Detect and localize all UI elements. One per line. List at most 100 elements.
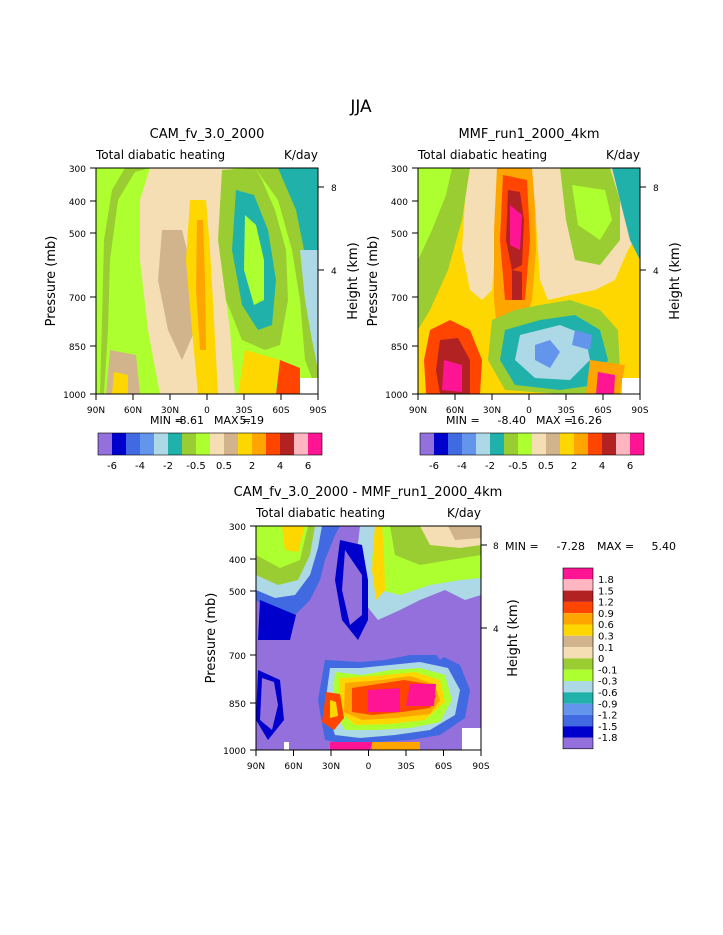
y-tick-label: 850 <box>229 700 246 710</box>
page-title: JJA <box>349 97 372 117</box>
colorbar-swatch <box>308 433 322 455</box>
colorbar-swatch <box>238 433 252 455</box>
contour-band <box>342 550 362 625</box>
panel-title: CAM_fv_3.0_2000 - MMF_run1_2000_4km <box>234 485 503 500</box>
x-tick-label: 90N <box>87 406 105 416</box>
x-tick-label: 30N <box>322 762 340 772</box>
x-tick-label: 60S <box>272 406 289 416</box>
panel-cam: CAM_fv_3.0_2000 Total diabatic heating K… <box>44 127 361 472</box>
min-value: -7.28 <box>557 540 585 553</box>
colorbar-swatch <box>588 433 602 455</box>
colorbar: -6 -4 -2 -0.5 0.5 2 4 6 <box>97 432 323 472</box>
y-axis-label: Pressure (mb) <box>366 236 381 327</box>
contour-band <box>96 168 150 394</box>
y-tick-label: 1000 <box>223 747 246 757</box>
max-value: 5.40 <box>652 540 677 553</box>
panel-subtitle-right: K/day <box>447 506 481 520</box>
y-tick-label: 300 <box>391 165 408 175</box>
colorbar: -6 -4 -2 -0.5 0.5 2 4 6 <box>419 432 645 472</box>
contour-band <box>258 600 296 640</box>
panel-subtitle-left: Total diabatic heating <box>95 148 225 162</box>
colorbar-swatch <box>476 433 490 455</box>
colorbar-swatch <box>98 433 112 455</box>
min-value: -8.61 <box>176 414 204 427</box>
colorbar-label: -6 <box>429 461 439 472</box>
contour-band <box>372 742 420 750</box>
colorbar-swatch <box>563 613 593 625</box>
contour-band <box>330 742 372 750</box>
y-tick-label: 850 <box>391 343 408 353</box>
contour-band <box>368 688 400 712</box>
colorbar-label: -4 <box>457 461 467 472</box>
colorbar-label: 0.3 <box>598 632 614 643</box>
y-axis-right-label: Height (km) <box>346 242 361 319</box>
y-tick-label: 1000 <box>63 391 86 401</box>
colorbar-swatch <box>563 579 593 591</box>
colorbar-label: -1.5 <box>598 722 618 733</box>
colorbar-swatch <box>563 714 593 727</box>
colorbar-swatch <box>266 433 280 455</box>
colorbar-label: 2 <box>571 461 577 472</box>
contour-band <box>448 526 481 540</box>
contour-band <box>462 168 497 300</box>
panel-title: MMF_run1_2000_4km <box>458 127 599 142</box>
panel-diff: CAM_fv_3.0_2000 - MMF_run1_2000_4km Tota… <box>204 485 676 772</box>
colorbar-label: -2 <box>485 461 495 472</box>
x-tick-label: 90S <box>309 406 326 416</box>
x-tick-label: 90S <box>631 406 648 416</box>
colorbar-label: 0 <box>598 654 604 665</box>
contour-band <box>330 700 338 718</box>
contour-band <box>96 168 125 394</box>
max-label: MAX = <box>214 414 251 427</box>
colorbar-label: -4 <box>135 461 145 472</box>
max-label: MAX = <box>597 540 634 553</box>
contour-band <box>596 372 615 394</box>
y-axis-right: 8 4 Height (km) <box>481 542 521 677</box>
colorbar-label: -1.8 <box>598 733 618 744</box>
colorbar-label: 0.5 <box>216 461 232 472</box>
colorbar-swatch <box>563 726 593 738</box>
colorbar-label: -1.2 <box>598 711 618 722</box>
y-tick-label: 400 <box>229 556 246 566</box>
y-right-tick-label: 8 <box>331 184 337 194</box>
colorbar-label: 1.2 <box>598 598 614 609</box>
colorbar-swatch <box>563 590 593 602</box>
colorbar-swatch <box>168 433 182 455</box>
contour-band <box>278 168 318 360</box>
colorbar-swatch <box>140 433 154 455</box>
colorbar-swatch <box>490 433 504 455</box>
contour-field <box>96 168 318 394</box>
y-axis-right: 8 4 Height (km) <box>640 184 683 320</box>
y-axis-label: Pressure (mb) <box>204 593 219 684</box>
max-value: 16.26 <box>571 414 603 427</box>
y-tick-label: 1000 <box>385 391 408 401</box>
y-axis-right-label: Height (km) <box>506 599 521 676</box>
contour-band <box>510 205 522 250</box>
colorbar-swatch <box>563 669 593 681</box>
contour-missing <box>622 378 640 394</box>
contour-band <box>512 270 522 300</box>
colorbar-label: -0.1 <box>598 665 618 676</box>
contour-band <box>196 220 206 350</box>
colorbar: 1.8 1.5 1.2 0.9 0.6 0.3 0.1 0 -0.1 -0.3 … <box>562 567 618 750</box>
x-axis: 90N 60N 30N 0 30S 60S 90S <box>87 394 327 416</box>
colorbar-label: 2 <box>249 461 255 472</box>
contour-field <box>256 526 481 750</box>
y-tick-label: 700 <box>69 294 86 304</box>
colorbar-swatch <box>518 433 532 455</box>
colorbar-label: 0.1 <box>598 643 614 654</box>
colorbar-swatch <box>563 692 593 704</box>
y-axis: 300 400 500 700 850 1000 Pressure (mb) <box>366 165 418 401</box>
colorbar-swatch <box>563 647 593 659</box>
contour-band <box>572 185 612 240</box>
colorbar-swatch <box>434 433 448 455</box>
colorbar-swatch <box>182 433 196 455</box>
x-tick-label: 30S <box>235 406 252 416</box>
y-tick-label: 500 <box>229 588 246 598</box>
colorbar-swatch <box>560 433 574 455</box>
colorbar-frame <box>419 432 645 456</box>
contour-band <box>425 610 460 660</box>
y-axis: 300 400 500 700 850 1000 Pressure (mb) <box>204 523 256 757</box>
x-tick-label: 60S <box>594 406 611 416</box>
min-label: MIN = <box>505 540 539 553</box>
